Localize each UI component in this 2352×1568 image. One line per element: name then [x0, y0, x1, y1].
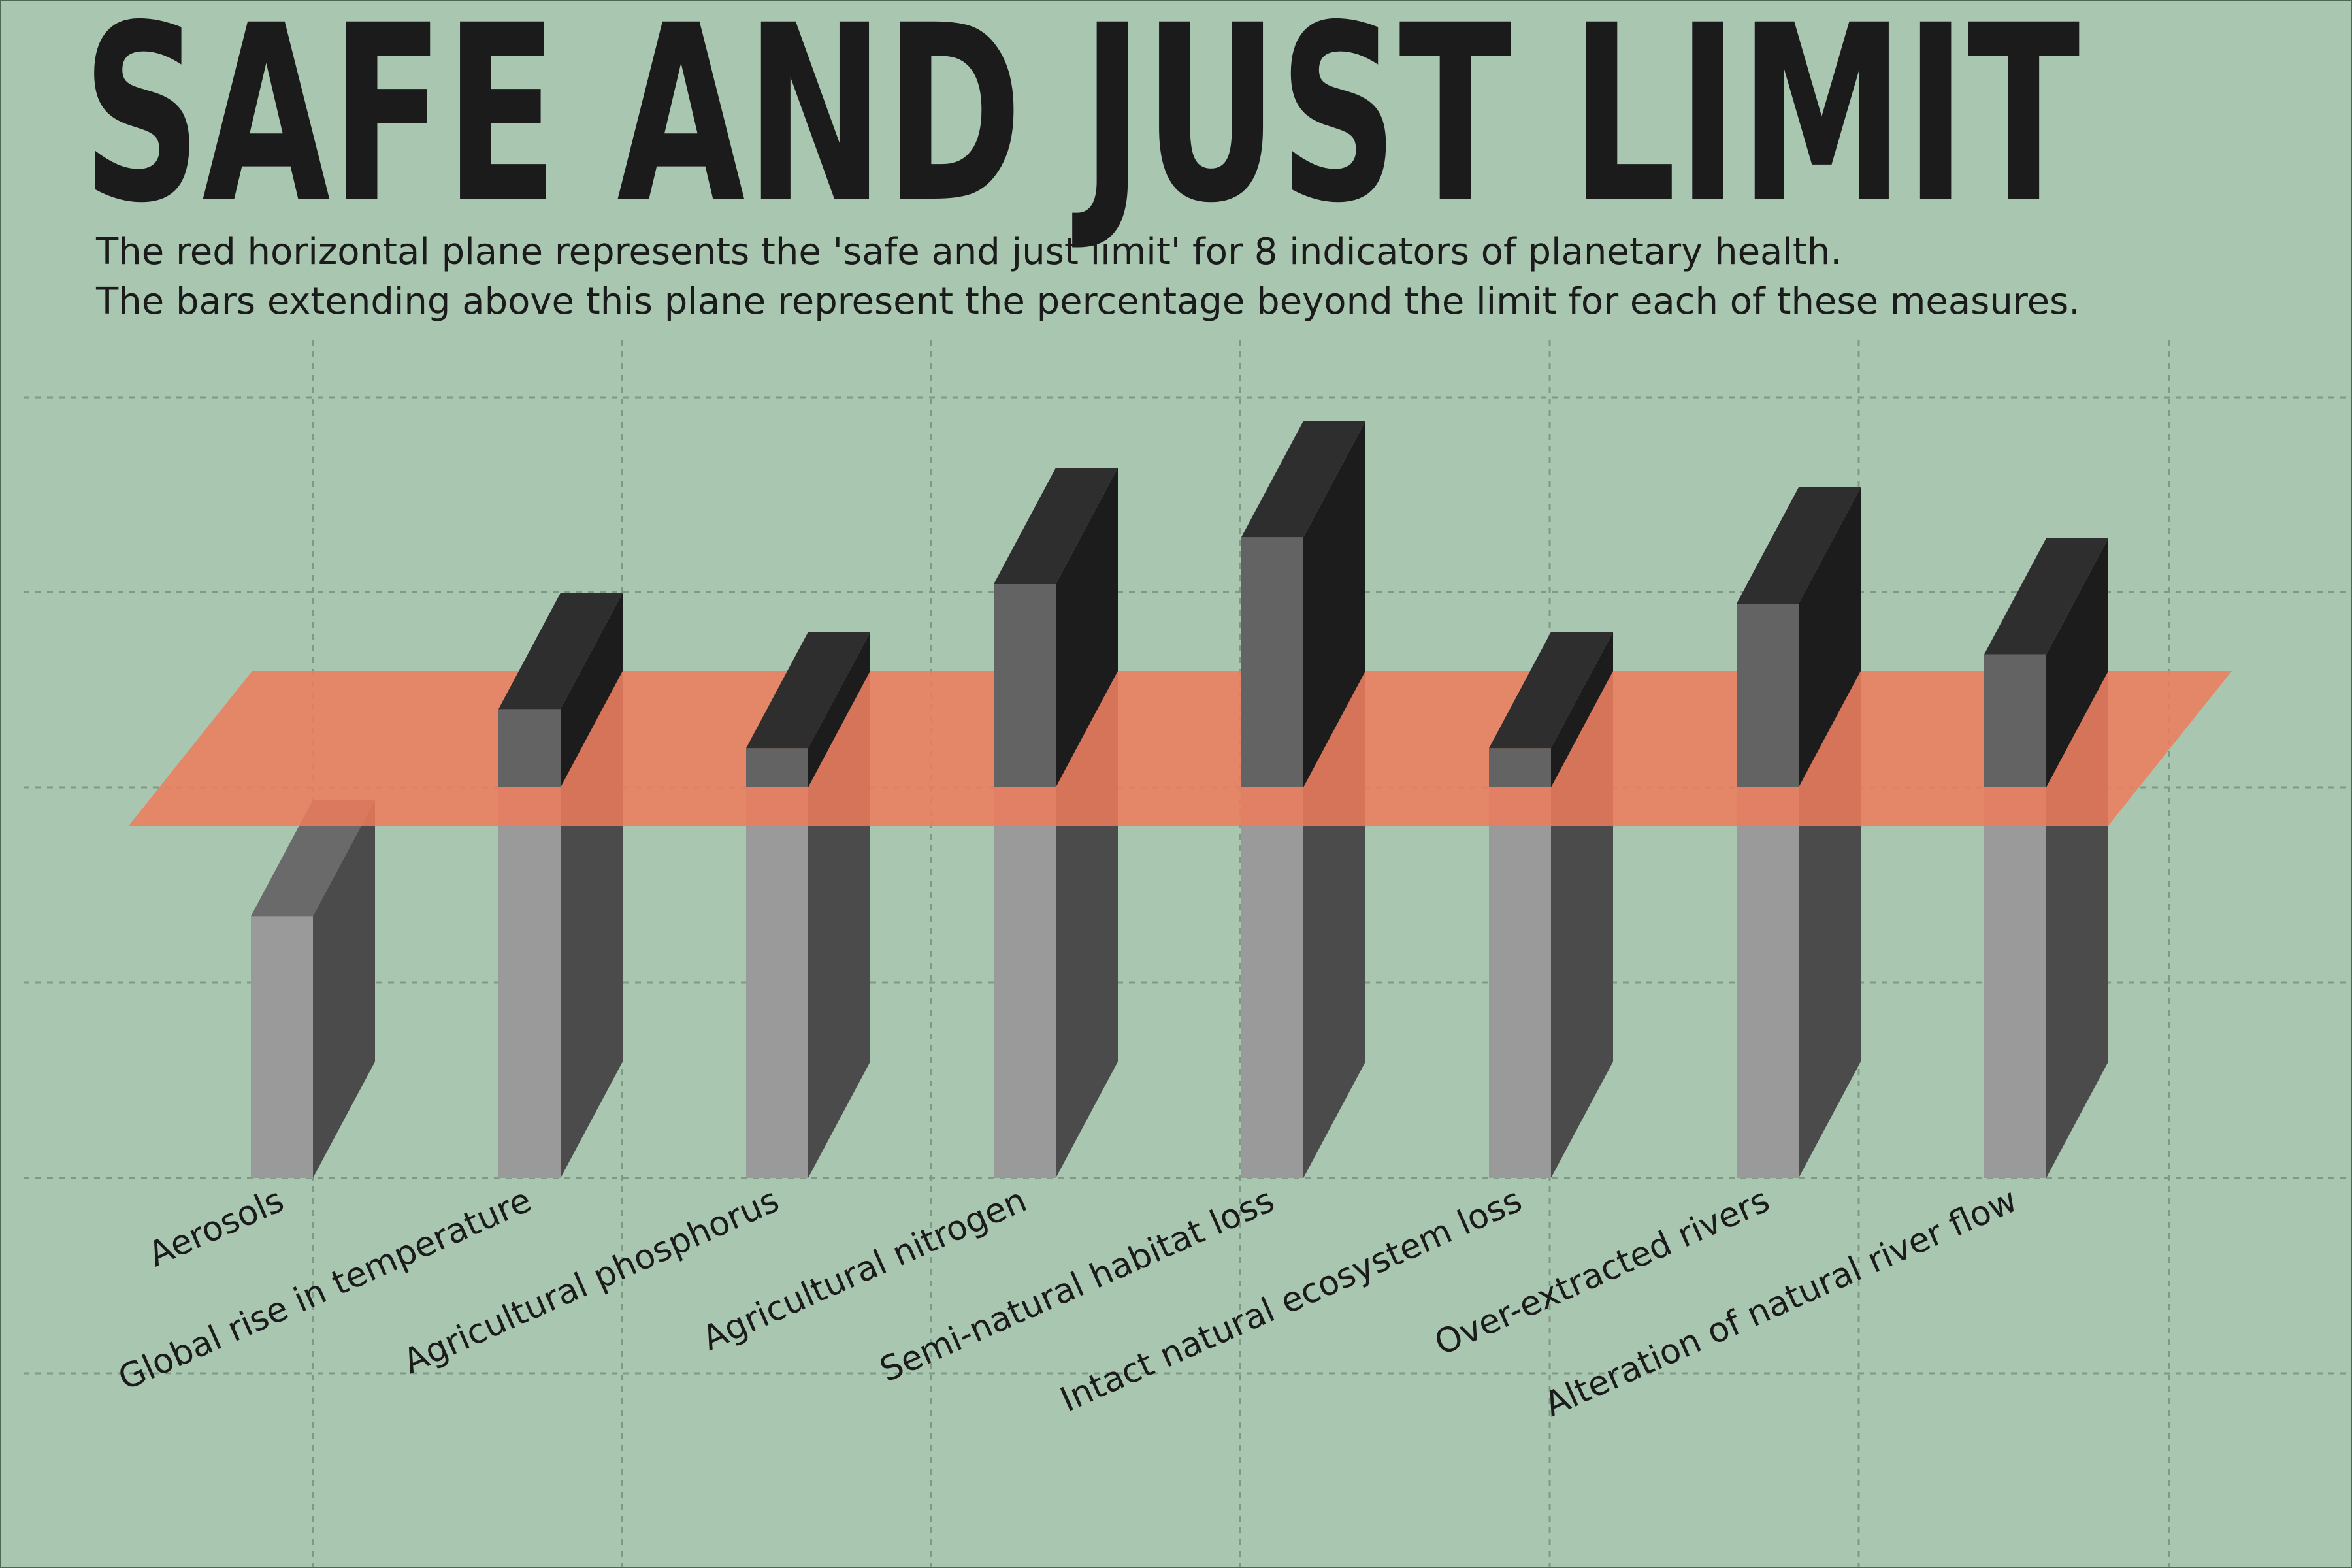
bar-lower-front	[994, 787, 1056, 1178]
subtitle-line-1: The red horizontal plane represents the …	[96, 231, 1842, 273]
category-label: Intact natural ecosystem loss	[1054, 1181, 1527, 1420]
bar-upper-2	[498, 593, 623, 787]
bar-lower-front	[498, 787, 561, 1178]
bar-lower-front	[1737, 787, 1799, 1178]
bar-upper-8	[1984, 538, 2108, 787]
bar-1	[251, 800, 375, 1178]
bar-upper-3	[746, 632, 870, 787]
bar-lower-front	[1984, 787, 2046, 1178]
bar-upper-front	[498, 709, 561, 787]
bar-upper-side	[1056, 468, 1118, 787]
bar-upper-top	[746, 632, 870, 749]
category-label: Global rise in temperature	[112, 1181, 537, 1398]
bar-lower-front	[1241, 787, 1303, 1178]
bar-lower-front	[1489, 787, 1551, 1178]
bar-upper-front	[994, 584, 1056, 787]
subtitle-line-2: The bars extending above this plane repr…	[96, 280, 2081, 323]
category-label: Semi-natural habitat loss	[874, 1181, 1280, 1390]
bar-upper-top	[1489, 632, 1613, 749]
bar-upper-top	[1984, 538, 2108, 655]
bar-lower-front	[746, 787, 808, 1178]
limit-plane	[128, 671, 2232, 826]
bar-upper-front	[1489, 748, 1551, 787]
bar-upper-top	[498, 593, 623, 710]
bar-upper-side	[1799, 487, 1861, 787]
bar-upper-side	[561, 593, 623, 787]
bar-upper-front	[746, 748, 808, 787]
bar-upper-4	[994, 468, 1118, 787]
bar-upper-top	[994, 468, 1118, 585]
category-label: Aerosols	[143, 1181, 290, 1275]
bar-upper-front	[1737, 603, 1799, 787]
bar-lower-side	[313, 800, 375, 1178]
bar-upper-top	[1737, 487, 1861, 604]
category-label: Alteration of natural river flow	[1539, 1181, 2023, 1425]
bar-upper-side	[1551, 632, 1613, 787]
bar-upper-5	[1241, 421, 1365, 787]
bar-upper-side	[808, 632, 870, 787]
chart-title: SAFE AND JUST LIMIT	[82, 0, 2082, 256]
bar-upper-side	[1303, 421, 1365, 787]
bar-upper-side	[2046, 538, 2108, 787]
bar-upper-top	[1241, 421, 1365, 538]
bar-upper-6	[1489, 632, 1613, 787]
bar-lower-top	[251, 800, 375, 917]
chart-subtitle: The red horizontal plane represents the …	[96, 227, 2080, 327]
bar-upper-7	[1737, 487, 1861, 787]
bar-upper-front	[1984, 654, 2046, 787]
bars	[128, 421, 2232, 1178]
bar-upper-front	[1241, 537, 1303, 787]
bar-lower-front	[251, 916, 313, 1178]
